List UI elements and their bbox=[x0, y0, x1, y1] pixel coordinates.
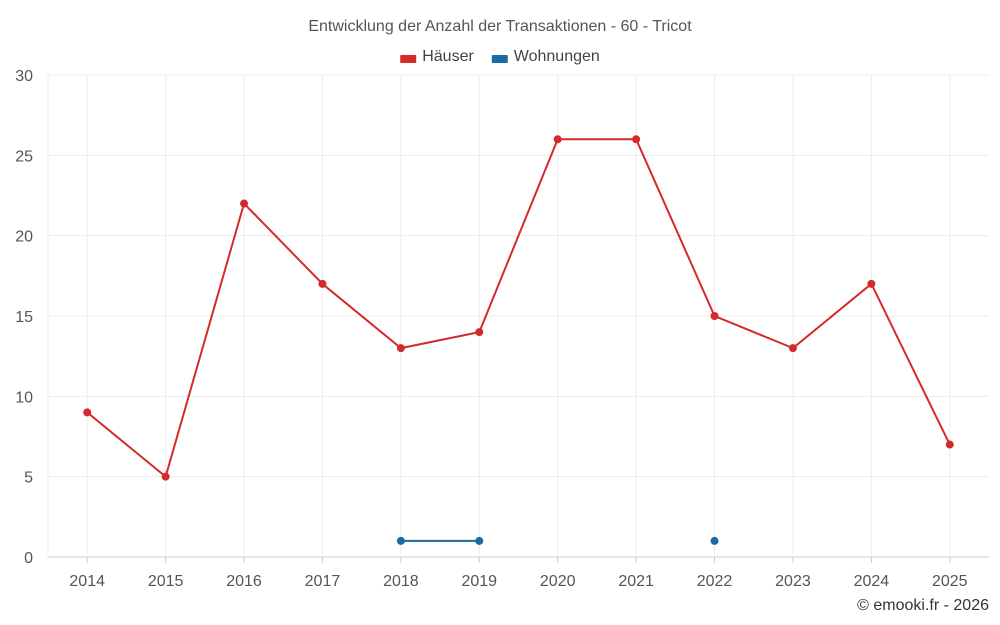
legend: Häuser Wohnungen bbox=[400, 48, 600, 65]
y-tick-label: 25 bbox=[15, 148, 33, 165]
data-point[interactable] bbox=[83, 408, 92, 417]
y-tick-label: 30 bbox=[15, 68, 33, 85]
y-tick-label: 5 bbox=[24, 470, 33, 487]
y-tick-label: 10 bbox=[15, 389, 33, 406]
data-point[interactable] bbox=[945, 440, 954, 449]
x-tick-label: 2022 bbox=[697, 573, 733, 590]
x-tick-label: 2017 bbox=[305, 573, 341, 590]
x-tick-label: 2024 bbox=[854, 573, 890, 590]
data-point[interactable] bbox=[788, 344, 797, 353]
legend-swatch bbox=[400, 55, 417, 63]
grid bbox=[47, 74, 989, 558]
legend-swatch bbox=[491, 55, 508, 63]
data-point[interactable] bbox=[867, 279, 876, 288]
legend-item[interactable]: Häuser bbox=[400, 48, 474, 65]
series-layer bbox=[83, 135, 954, 545]
data-point[interactable] bbox=[318, 279, 327, 288]
data-point[interactable] bbox=[710, 312, 719, 320]
x-tick-label: 2023 bbox=[775, 573, 811, 590]
x-tick-label: 2018 bbox=[383, 573, 419, 590]
data-point[interactable] bbox=[475, 328, 484, 337]
x-tick-label: 2025 bbox=[932, 573, 968, 590]
x-tick-label: 2019 bbox=[461, 573, 497, 590]
x-tick-label: 2020 bbox=[540, 573, 576, 590]
y-tick-label: 0 bbox=[24, 550, 33, 567]
data-point[interactable] bbox=[553, 135, 562, 144]
data-point[interactable] bbox=[161, 472, 170, 481]
x-tick-label: 2016 bbox=[226, 573, 262, 590]
series-1 bbox=[396, 536, 719, 545]
legend-item[interactable]: Wohnungen bbox=[491, 48, 600, 65]
data-point[interactable] bbox=[240, 199, 249, 208]
y-tick-label: 15 bbox=[15, 309, 33, 326]
data-point[interactable] bbox=[475, 536, 484, 545]
data-point[interactable] bbox=[710, 536, 719, 545]
series-0 bbox=[83, 135, 954, 481]
legend-label: Häuser bbox=[422, 48, 474, 65]
x-tick-label: 2015 bbox=[148, 573, 184, 590]
series-line bbox=[86, 138, 951, 479]
copyright-text: © emooki.fr - 2026 bbox=[857, 597, 989, 614]
y-tick-label: 20 bbox=[15, 229, 33, 246]
legend-label: Wohnungen bbox=[514, 48, 600, 65]
data-point[interactable] bbox=[632, 135, 641, 144]
x-tick-label: 2014 bbox=[69, 573, 105, 590]
x-tick-label: 2021 bbox=[618, 573, 654, 590]
chart-title: Entwicklung der Anzahl der Transaktionen… bbox=[308, 18, 692, 35]
data-point[interactable] bbox=[396, 536, 405, 545]
data-point[interactable] bbox=[396, 344, 405, 353]
